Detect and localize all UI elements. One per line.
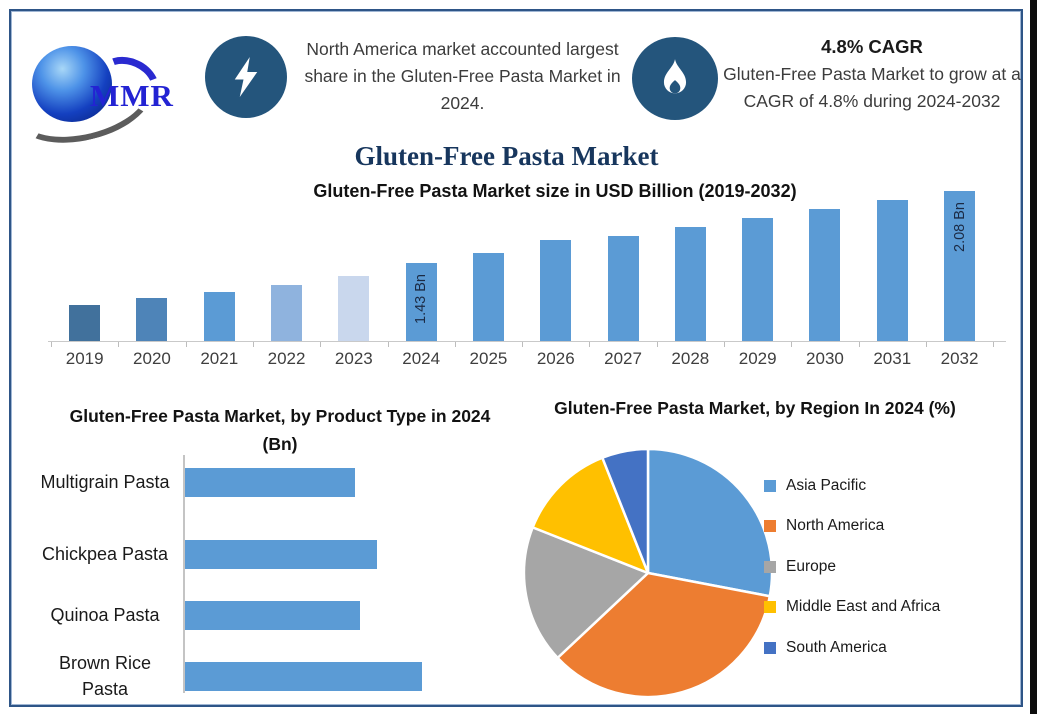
- x-axis-label-2028: 2028: [671, 349, 710, 368]
- legend-item-europe: Europe: [764, 555, 836, 579]
- x-axis-label-2027: 2027: [604, 349, 642, 368]
- bar-2024: 1.43 Bn: [405, 263, 437, 341]
- axis-tick: [656, 342, 658, 347]
- bar-2019: [69, 305, 101, 341]
- legend-item-asia-pacific: Asia Pacific: [764, 474, 866, 498]
- logo-text: MMR: [90, 78, 174, 113]
- x-axis-label-2019: 2019: [65, 349, 104, 368]
- x-axis-label-2024: 2024: [402, 349, 441, 368]
- product-label: Brown Rice Pasta: [58, 653, 152, 699]
- product-bar: [185, 540, 377, 569]
- cagr-block: 4.8% CAGR Gluten-Free Pasta Market to gr…: [722, 33, 1022, 115]
- x-axis-label-2021: 2021: [200, 349, 239, 368]
- bar-2028: [674, 227, 706, 341]
- legend-label: Asia Pacific: [786, 477, 867, 494]
- x-axis-label-2031: 2031: [873, 349, 912, 368]
- legend-item-north-america: North America: [764, 514, 884, 538]
- axis-tick: [252, 342, 254, 347]
- legend-marker: [764, 560, 776, 573]
- legend-label: South America: [786, 638, 887, 656]
- bar-2020: [136, 298, 168, 341]
- product-label: Chickpea Pasta: [41, 544, 169, 564]
- region-pie-chart: [522, 447, 774, 699]
- axis-tick: [387, 342, 389, 347]
- bar-2030: [809, 209, 841, 341]
- axis-tick: [791, 342, 793, 347]
- pie-slice-europe: [522, 526, 650, 660]
- page-title: Gluten-Free Pasta Market: [354, 141, 659, 171]
- product-label: Multigrain Pasta: [40, 472, 170, 492]
- bar-2032: 2.08 Bn: [944, 191, 975, 341]
- pie-slice-south-america: [601, 447, 650, 575]
- flame-icon: [632, 37, 718, 120]
- x-axis-label-2020: 2020: [133, 349, 171, 368]
- bar-2022: [271, 285, 302, 341]
- product-label: Quinoa Pasta: [50, 605, 160, 625]
- legend-marker: [764, 601, 776, 614]
- mmr-logo: MMR: [7, 40, 208, 156]
- axis-tick: [51, 342, 52, 347]
- pie-slice-north-america: [556, 571, 772, 699]
- bar-2023: [338, 276, 370, 341]
- axis-tick: [993, 342, 995, 347]
- bar-value-label-2032: 2.08 Bn: [951, 202, 968, 252]
- axis-tick: [185, 342, 187, 347]
- x-axis-label-2032: 2032: [940, 349, 979, 368]
- axis-tick: [522, 342, 524, 347]
- legend-marker: [764, 520, 776, 533]
- product-bar: [185, 468, 355, 497]
- bar-2021: [203, 292, 235, 341]
- bar-2026: [540, 240, 572, 341]
- page-border: [9, 9, 1023, 707]
- axis-tick: [925, 342, 927, 347]
- pie-slice-middle-east-and-africa: [531, 456, 650, 575]
- axis-tick: [858, 342, 860, 347]
- axis-tick: [118, 342, 120, 347]
- highlight-text: North America market accounted largest s…: [304, 39, 621, 113]
- x-axis-label-2022: 2022: [267, 349, 306, 368]
- x-axis-line: [48, 341, 1006, 342]
- product-chart-title: Gluten-Free Pasta Market, by Product Typ…: [69, 406, 491, 454]
- product-chart-axis: [183, 455, 185, 693]
- flame-glyph: [663, 58, 687, 93]
- x-axis-label-2026: 2026: [536, 349, 575, 368]
- x-axis-label-2030: 2030: [806, 349, 844, 368]
- product-bar: [185, 662, 422, 691]
- legend-label: Middle East and Africa: [786, 598, 941, 616]
- x-axis-label-2023: 2023: [334, 349, 373, 368]
- bar-value-label-2024: 1.43 Bn: [413, 274, 430, 324]
- legend-item-middle-east-and-africa: Middle East and Africa: [764, 595, 940, 619]
- region-chart-title: Gluten-Free Pasta Market, by Region In 2…: [554, 398, 956, 418]
- axis-tick: [320, 342, 322, 347]
- legend-label: North America: [786, 517, 885, 535]
- legend-marker: [764, 641, 776, 654]
- cagr-title: 4.8% CAGR: [821, 36, 923, 57]
- legend-item-south-america: South America: [764, 636, 887, 660]
- screenshot-edge: [1030, 0, 1037, 714]
- pie-slice-asia-pacific: [646, 447, 774, 598]
- bolt-glyph: [234, 57, 258, 97]
- axis-tick: [589, 342, 591, 347]
- legend-marker: [764, 480, 776, 492]
- bar-chart-title: Gluten-Free Pasta Market size in USD Bil…: [313, 181, 797, 201]
- cagr-text: Gluten-Free Pasta Market to grow at a CA…: [723, 64, 1021, 111]
- product-bar: [185, 601, 360, 630]
- legend-label: Europe: [786, 557, 836, 575]
- x-axis-label-2025: 2025: [469, 349, 508, 368]
- lightning-bolt-icon: [205, 36, 287, 118]
- axis-tick: [454, 342, 456, 347]
- axis-tick: [724, 342, 725, 347]
- x-axis-label-2029: 2029: [738, 349, 777, 368]
- bar-2027: [607, 236, 639, 341]
- bar-2025: [472, 253, 504, 341]
- globe-icon: [32, 46, 112, 122]
- bar-2031: [876, 200, 908, 341]
- bar-2029: [742, 218, 774, 341]
